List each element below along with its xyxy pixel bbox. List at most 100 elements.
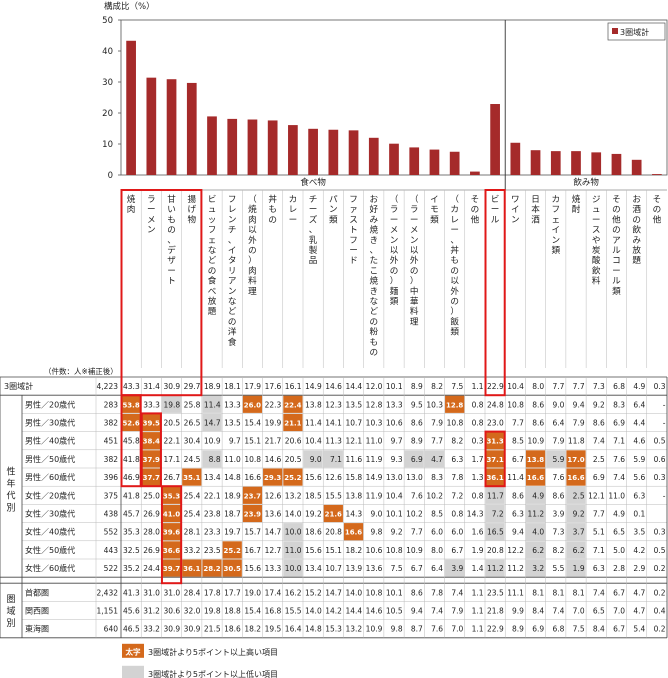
table-cell: 19.9 bbox=[265, 419, 282, 428]
table-cell: 26.5 bbox=[184, 419, 201, 428]
table-cell: 2.5 bbox=[593, 455, 605, 464]
highlight-box bbox=[484, 430, 506, 488]
table-cell: 9.3 bbox=[391, 455, 403, 464]
category-label-char: ） bbox=[450, 306, 459, 317]
table-cell: 25.0 bbox=[143, 491, 160, 500]
row-group-label-char: 域 bbox=[6, 605, 15, 617]
category-label-char: ン bbox=[228, 215, 237, 225]
cell-low bbox=[485, 486, 505, 504]
table-cell: 10.8 bbox=[366, 588, 383, 597]
category-label-char: き bbox=[369, 286, 378, 297]
table-cell: 0.8 bbox=[451, 510, 463, 519]
category-label-char: こ bbox=[369, 266, 378, 276]
row-count: 382 bbox=[104, 455, 119, 464]
table-cell: 9.4 bbox=[411, 607, 423, 616]
category-label-char: の bbox=[632, 215, 641, 225]
category-label-char: 焼 bbox=[369, 276, 378, 287]
category-label-char: 、 bbox=[167, 236, 176, 246]
table-cell: 10.4 bbox=[305, 437, 322, 446]
category-label-char: 類 bbox=[450, 327, 459, 338]
category-label-char: ど bbox=[228, 306, 237, 317]
y-tick-label: 40 bbox=[102, 47, 113, 57]
cell-high bbox=[161, 486, 182, 504]
table-cell: 26.7 bbox=[163, 473, 180, 482]
table-cell: 5.0 bbox=[613, 546, 625, 555]
category-label-char: の bbox=[268, 215, 277, 225]
table-cell: 7.4 bbox=[552, 607, 564, 616]
category-label-char: 飲 bbox=[592, 264, 601, 276]
table-cell: 6.3 bbox=[633, 491, 645, 500]
category-label-char: ス bbox=[349, 215, 358, 225]
table-cell: 10.8 bbox=[244, 455, 261, 464]
table-cell: 17.0 bbox=[567, 456, 584, 464]
table-cell: 12.7 bbox=[265, 546, 282, 555]
category-label-char: ン bbox=[329, 205, 338, 215]
table-cell: 13.3 bbox=[386, 400, 403, 409]
category-label-char: 類 bbox=[390, 296, 399, 307]
table-cell: 0.2 bbox=[654, 564, 666, 573]
table-cell: 6.8 bbox=[552, 625, 564, 634]
category-label-char: パ bbox=[329, 194, 338, 205]
table-cell: 19.5 bbox=[265, 625, 282, 634]
table-cell: 13.8 bbox=[527, 456, 544, 464]
category-label-char: 類 bbox=[329, 214, 338, 225]
table-cell: 9.8 bbox=[370, 528, 382, 537]
table-cell: 7.9 bbox=[552, 437, 564, 446]
table-cell: 18.2 bbox=[345, 546, 362, 555]
table-cell: 39.7 bbox=[163, 565, 180, 573]
table-cell: 14.4 bbox=[345, 607, 362, 616]
category-label-char: ー bbox=[612, 266, 621, 276]
table-cell: 14.9 bbox=[305, 382, 322, 391]
category-label-char: 理 bbox=[248, 286, 257, 297]
table-cell: 30.9 bbox=[184, 625, 201, 634]
table-cell: 3.9 bbox=[451, 564, 463, 573]
category-label-char: 炭 bbox=[592, 245, 601, 256]
row-count: 1,151 bbox=[97, 607, 119, 616]
table-cell: 10.9 bbox=[406, 546, 423, 555]
category-label-char: 類 bbox=[430, 214, 439, 225]
table-cell: 10.9 bbox=[204, 437, 221, 446]
category-label-char: ー bbox=[491, 205, 500, 215]
table-cell: 32.0 bbox=[184, 607, 201, 616]
category-label-char: ン bbox=[551, 236, 560, 246]
bar bbox=[126, 40, 136, 175]
category-label-char: ラ bbox=[390, 204, 399, 215]
cell-high bbox=[121, 413, 141, 432]
table-cell: 20.5 bbox=[163, 419, 180, 428]
table-cell: 4.9 bbox=[532, 491, 544, 500]
category-label-char: の bbox=[612, 226, 621, 236]
table-cell: 13.2 bbox=[285, 491, 302, 500]
table-cell: 43.3 bbox=[123, 382, 140, 391]
category-label-char: 外 bbox=[410, 254, 419, 266]
table-cell: 9.2 bbox=[573, 510, 585, 519]
cell-high bbox=[242, 486, 263, 504]
table-cell: 6.4 bbox=[633, 400, 645, 409]
table-cell: 4.4 bbox=[633, 419, 645, 428]
table-cell: - bbox=[663, 419, 666, 428]
table-cell: 4.7 bbox=[633, 588, 645, 597]
table-cell: 7.4 bbox=[431, 607, 443, 616]
table-cell: - bbox=[663, 491, 666, 500]
cell-low bbox=[283, 559, 303, 577]
table-cell: 11.0 bbox=[224, 455, 241, 464]
cell-low bbox=[404, 450, 424, 468]
table-cell: 7.1 bbox=[613, 437, 625, 446]
bar bbox=[308, 128, 318, 175]
table-cell: 15.4 bbox=[244, 419, 261, 428]
row-label: 男性／50歳代 bbox=[25, 454, 75, 464]
table-cell: 13.8 bbox=[345, 491, 362, 500]
bar bbox=[409, 147, 420, 175]
table-cell: 22.1 bbox=[204, 491, 221, 500]
table-cell: 1.1 bbox=[472, 588, 484, 597]
table-cell: 14.8 bbox=[224, 473, 241, 482]
table-cell: 15.2 bbox=[305, 588, 322, 597]
table-cell: 11.4 bbox=[507, 473, 524, 482]
category-label-char: 外 bbox=[390, 254, 399, 266]
table-cell: 16.5 bbox=[487, 528, 504, 537]
category-labels: 焼肉ラーメン甘いもの、デザート揚げ物ビュッフェなどの食べ放題フレンチ、イタリアン… bbox=[120, 190, 662, 368]
category-label-char: ド bbox=[349, 256, 358, 266]
table-cell: 10.4 bbox=[386, 491, 403, 500]
legend-swatch-high bbox=[122, 643, 144, 658]
bar bbox=[247, 119, 258, 175]
